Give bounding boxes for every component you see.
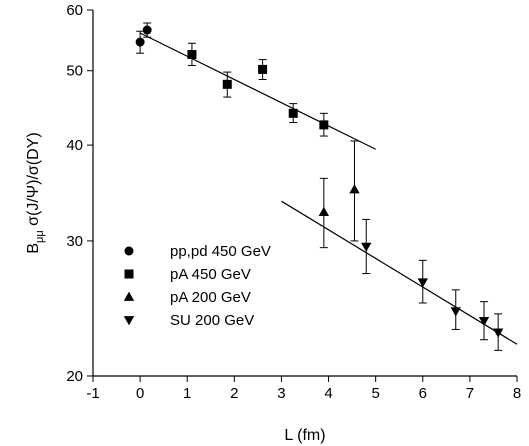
plot-axes: [87, 9, 518, 382]
data-point: [142, 25, 152, 35]
data-point: [478, 317, 490, 327]
data-point: [450, 307, 461, 317]
y-tick-label: 20: [66, 368, 83, 385]
x-tick-label: 0: [136, 385, 144, 402]
data-points: [135, 22, 504, 351]
data-point: [135, 37, 145, 47]
legend-marker: [123, 316, 135, 326]
tick-labels: -1 0 1 2 3 4 5 6 7 8 20 30 40 50 60: [66, 2, 521, 402]
y-axis-label: Bμμ σ(J/Ψ)/σ(DY): [25, 132, 46, 253]
x-tick-label: 3: [277, 385, 285, 402]
y-axis-label-b: B: [25, 243, 42, 254]
data-point: [492, 328, 504, 338]
x-tick-label: 5: [371, 385, 379, 402]
series-square: [187, 42, 329, 137]
x-tick-label: 8: [513, 385, 521, 402]
y-tick-label: 60: [66, 2, 83, 19]
x-axis-label: L (fm): [284, 427, 325, 444]
fit-line: [139, 32, 376, 150]
x-tick-label: 6: [419, 385, 427, 402]
x-tick-label: 4: [324, 385, 332, 402]
legend-label: pp,pd 450 GeV: [170, 243, 271, 260]
fit-lines: [139, 32, 518, 345]
y-tick-label: 30: [66, 233, 83, 250]
data-point: [258, 64, 268, 74]
data-point: [288, 108, 298, 118]
x-tick-label: 7: [466, 385, 474, 402]
legend-label: pA 200 GeV: [170, 289, 251, 306]
legend-marker: [123, 291, 135, 301]
legend-marker: [124, 269, 134, 279]
data-point: [222, 79, 232, 89]
x-tick-label: -1: [86, 385, 99, 402]
series-triangle-up: [318, 140, 360, 249]
y-tick-label: 40: [66, 137, 83, 154]
legend-label: pA 450 GeV: [170, 266, 251, 283]
x-tick-label: 2: [230, 385, 238, 402]
legend-label: SU 200 GeV: [170, 312, 254, 329]
x-tick-label: 1: [183, 385, 191, 402]
fit-line: [281, 200, 518, 345]
y-axis-label-rest: σ(J/Ψ)/σ(DY): [25, 132, 42, 230]
legend-marker: [124, 246, 134, 256]
legend: pp,pd 450 GeV pA 450 GeV pA 200 GeV SU 200 …: [123, 243, 271, 329]
data-point: [187, 49, 197, 59]
data-point: [349, 184, 360, 194]
data-point: [319, 120, 329, 130]
data-point: [361, 242, 372, 252]
y-tick-label: 50: [66, 63, 83, 80]
data-point: [318, 206, 330, 217]
series-triangle-down: [361, 218, 504, 351]
series-circle: [135, 22, 152, 54]
data-point: [417, 278, 428, 288]
y-axis-label-sub: μμ: [34, 230, 46, 243]
